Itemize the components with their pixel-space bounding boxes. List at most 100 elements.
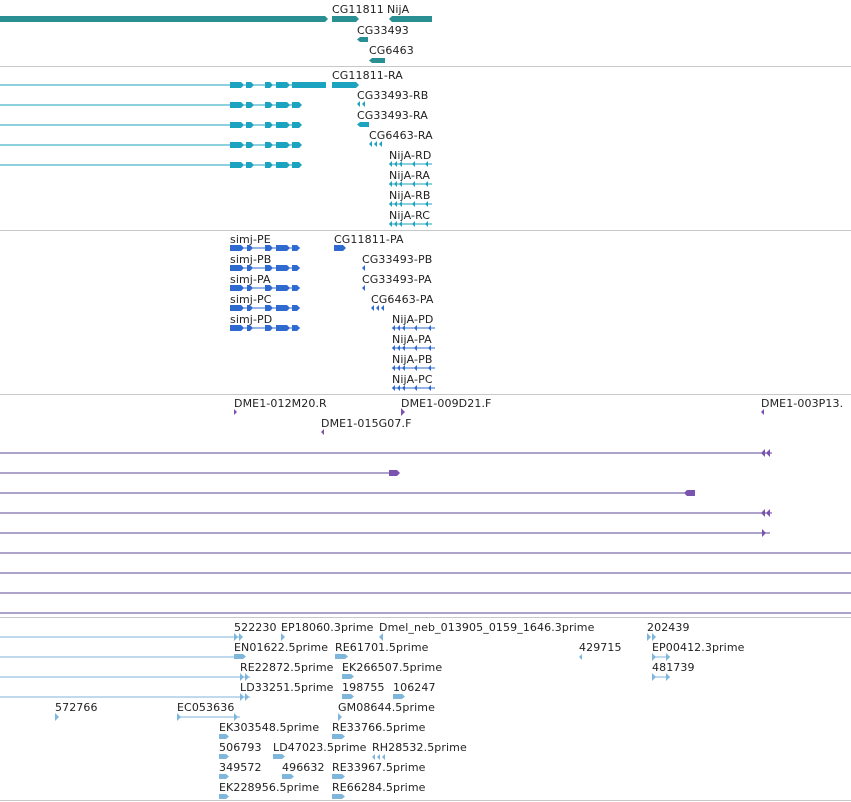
est-glyph[interactable] [234, 633, 238, 641]
transcript-label[interactable]: NijA-RB [389, 189, 431, 202]
est-label[interactable]: GM08644.5prime [338, 701, 435, 714]
gene-glyph[interactable] [389, 16, 432, 22]
est-label[interactable]: RE22872.5prime [240, 661, 334, 674]
est-label[interactable]: 481739 [652, 661, 695, 674]
protein-exon[interactable] [247, 305, 253, 311]
transcript-exon[interactable] [389, 201, 392, 207]
est-label[interactable]: RE33766.5prime [332, 721, 426, 734]
protein-exon[interactable] [428, 385, 431, 391]
est-glyph[interactable] [666, 653, 670, 661]
protein-exon[interactable] [392, 345, 395, 351]
transcript-exon[interactable] [394, 221, 397, 227]
transcript-exon[interactable] [374, 141, 377, 147]
est-glyph[interactable] [372, 754, 375, 760]
est-glyph[interactable] [219, 794, 229, 799]
clone-glyph[interactable] [761, 409, 764, 415]
clone-end[interactable] [762, 529, 766, 537]
transcript-exon[interactable] [276, 142, 290, 148]
protein-exon[interactable] [292, 305, 300, 311]
est-label[interactable]: EK303548.5prime [219, 721, 320, 734]
est-glyph[interactable] [177, 713, 181, 721]
protein-label[interactable]: NijA-PD [392, 313, 434, 326]
est-label[interactable]: 198755 [342, 681, 385, 694]
transcript-exon[interactable] [332, 82, 359, 88]
transcript-exon[interactable] [265, 102, 273, 108]
protein-exon[interactable] [397, 325, 400, 331]
transcript-exon[interactable] [425, 161, 428, 167]
transcript-exon[interactable] [357, 101, 360, 107]
protein-label[interactable]: NijA-PA [392, 333, 432, 346]
transcript-exon[interactable] [399, 201, 402, 207]
protein-label[interactable]: simj-PB [230, 253, 272, 266]
protein-label[interactable]: CG33493-PB [362, 253, 433, 266]
clone-end[interactable] [761, 449, 765, 457]
est-label[interactable]: EK228956.5prime [219, 781, 320, 794]
gene-label[interactable]: CG33493 [357, 24, 409, 37]
transcript-label[interactable]: NijA-RD [389, 149, 432, 162]
est-label[interactable]: 496632 [282, 761, 325, 774]
clone-label[interactable]: DME1-012M20.R [234, 397, 327, 410]
est-label[interactable]: 349572 [219, 761, 262, 774]
transcript-exon[interactable] [399, 161, 402, 167]
protein-exon[interactable] [276, 305, 290, 311]
transcript-exon[interactable] [389, 221, 392, 227]
protein-exon[interactable] [362, 265, 365, 271]
est-glyph[interactable] [240, 693, 244, 701]
protein-exon[interactable] [381, 305, 384, 311]
gene-glyph[interactable] [0, 16, 328, 22]
transcript-exon[interactable] [399, 181, 402, 187]
est-label[interactable]: LD47023.5prime [273, 741, 367, 754]
transcript-exon[interactable] [246, 82, 254, 88]
transcript-exon[interactable] [425, 181, 428, 187]
est-glyph[interactable] [338, 713, 342, 721]
transcript-exon[interactable] [276, 162, 290, 168]
transcript-exon[interactable] [399, 221, 402, 227]
transcript-exon[interactable] [412, 201, 415, 207]
clone-label[interactable]: DME1-003P13. [761, 397, 844, 410]
est-glyph[interactable] [245, 693, 249, 701]
protein-exon[interactable] [230, 245, 244, 251]
est-label[interactable]: 506793 [219, 741, 262, 754]
transcript-exon[interactable] [265, 122, 273, 128]
est-label[interactable]: Dmel_neb_013905_0159_1646.3prime [379, 621, 595, 634]
protein-exon[interactable] [292, 265, 300, 271]
clone-end[interactable] [684, 490, 695, 496]
est-glyph[interactable] [666, 673, 670, 681]
clone-end[interactable] [389, 470, 400, 476]
protein-label[interactable]: simj-PE [230, 233, 271, 246]
gene-glyph[interactable] [357, 37, 368, 42]
transcript-exon[interactable] [379, 141, 382, 147]
gene-glyph[interactable] [332, 16, 359, 22]
transcript-exon[interactable] [246, 142, 254, 148]
est-label[interactable]: EN01622.5prime [234, 641, 329, 654]
transcript-label[interactable]: NijA-RA [389, 169, 431, 182]
protein-exon[interactable] [414, 365, 417, 371]
transcript-exon[interactable] [389, 161, 392, 167]
est-glyph[interactable] [282, 774, 294, 779]
protein-exon[interactable] [276, 245, 290, 251]
est-glyph[interactable] [652, 673, 656, 681]
transcript-exon[interactable] [357, 122, 369, 127]
est-label[interactable]: 429715 [579, 641, 622, 654]
protein-exon[interactable] [402, 365, 405, 371]
est-glyph[interactable] [332, 734, 345, 739]
gene-label[interactable]: NijA [387, 3, 410, 16]
protein-exon[interactable] [265, 245, 273, 251]
protein-exon[interactable] [414, 385, 417, 391]
protein-exon[interactable] [428, 345, 431, 351]
transcript-exon[interactable] [230, 142, 244, 148]
est-glyph[interactable] [377, 754, 380, 760]
transcript-label[interactable]: NijA-RC [389, 209, 431, 222]
est-label[interactable]: EC053636 [177, 701, 235, 714]
transcript-exon[interactable] [230, 162, 244, 168]
gene-label[interactable]: CG6463 [369, 44, 414, 57]
protein-exon[interactable] [230, 325, 244, 331]
est-glyph[interactable] [335, 654, 348, 659]
clone-end[interactable] [761, 509, 765, 517]
transcript-exon[interactable] [276, 102, 290, 108]
protein-exon[interactable] [276, 265, 290, 271]
protein-exon[interactable] [230, 305, 244, 311]
protein-exon[interactable] [292, 325, 300, 331]
gene-label[interactable]: CG11811 [332, 3, 384, 16]
transcript-exon[interactable] [412, 221, 415, 227]
